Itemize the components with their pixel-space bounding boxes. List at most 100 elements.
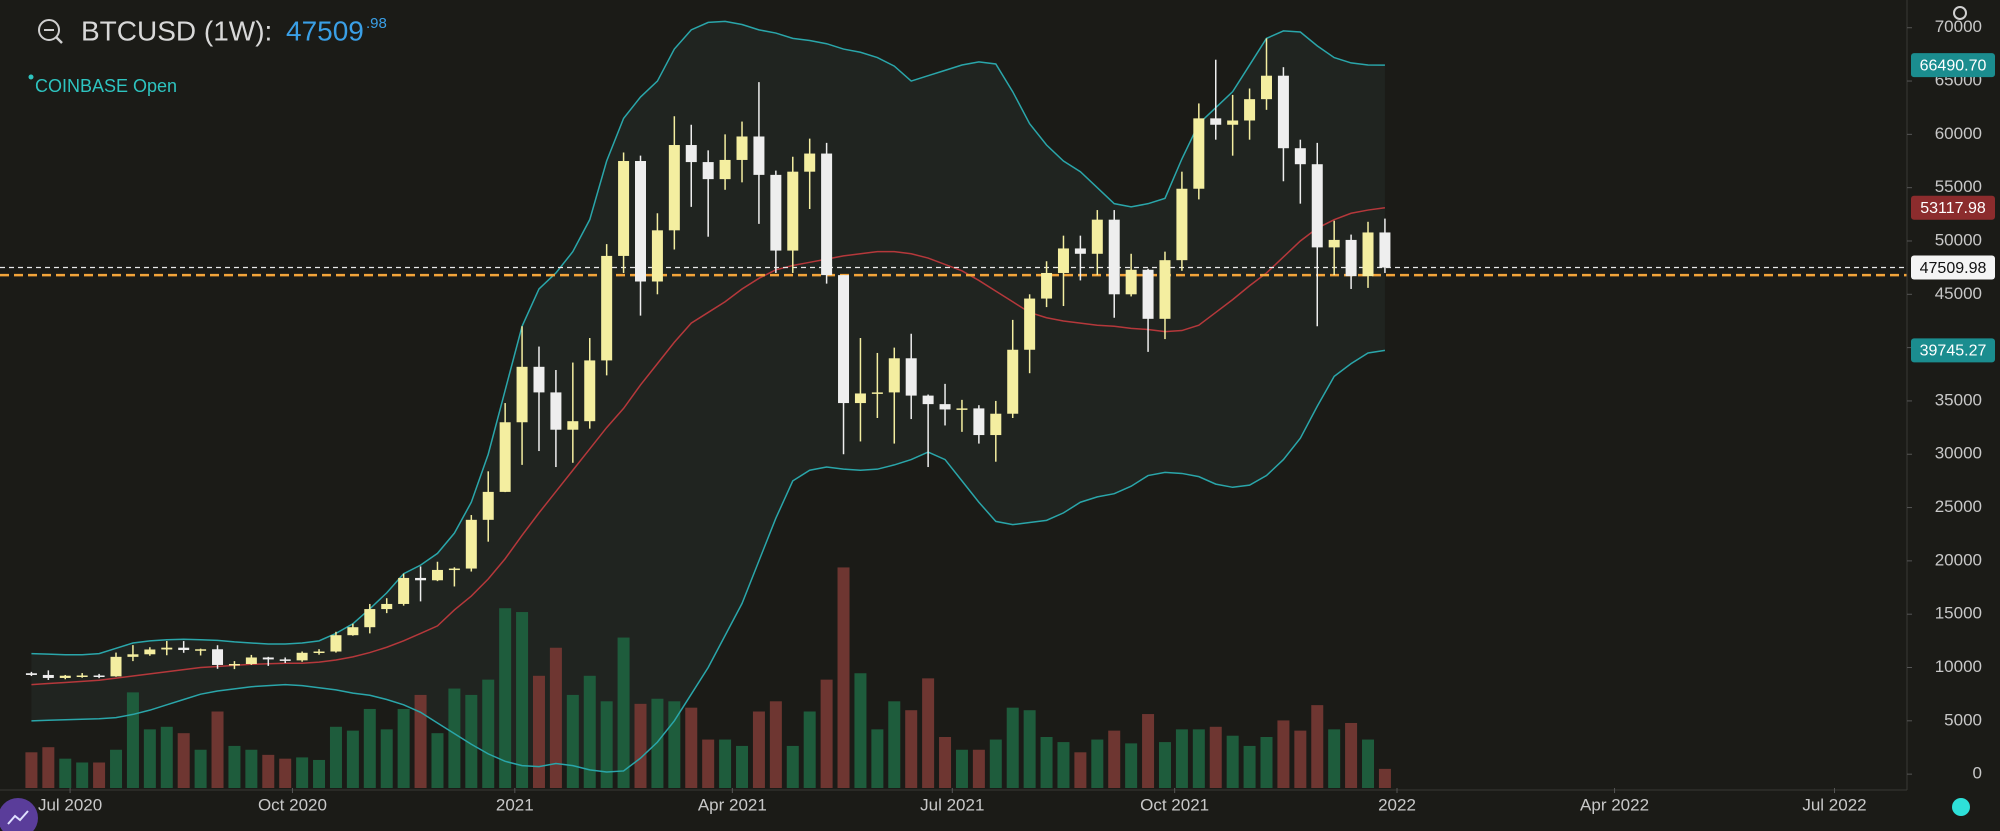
candle-body [499, 422, 511, 492]
lower-band-tag: 39745.27 [1920, 343, 1987, 360]
volume-bar [1125, 743, 1138, 788]
volume-bar [76, 762, 89, 788]
y-tick-label: 70000 [1935, 17, 1982, 36]
volume-bar [346, 730, 359, 788]
volume-bar [1294, 730, 1307, 788]
volume-bar [448, 688, 461, 788]
last-price-tag: 47509.98 [1920, 260, 1987, 277]
volume-bar [1108, 730, 1121, 788]
candle-body [753, 136, 765, 175]
volume-bar [1311, 705, 1324, 788]
volume-bar [1040, 737, 1053, 788]
candle-body [1345, 239, 1357, 277]
candle-body [990, 413, 1002, 436]
y-tick-label: 35000 [1935, 390, 1982, 409]
candle-body [262, 657, 274, 660]
volume-bar [955, 749, 968, 788]
live-indicator[interactable] [1952, 798, 1970, 816]
candle-body [1311, 164, 1323, 248]
candle-body [1227, 120, 1239, 125]
volume-bar [414, 694, 427, 788]
volume-bar [1260, 737, 1273, 788]
volume-bar [1209, 726, 1222, 788]
middle-band-tag: 53117.98 [1920, 200, 1986, 217]
volume-bar [1345, 722, 1358, 788]
volume-bar [752, 711, 765, 788]
volume-bar [549, 647, 562, 788]
candle-body [1125, 269, 1137, 295]
candle-body [1176, 188, 1188, 261]
candle-body [635, 161, 647, 282]
zoom-icon-handle[interactable] [55, 36, 63, 44]
y-tick-label: 25000 [1935, 497, 1982, 516]
volume-bar [1158, 742, 1171, 788]
x-tick-label: Jul 2021 [920, 795, 984, 814]
candle-body [1024, 298, 1036, 350]
volume-bar [1277, 720, 1290, 788]
volume-bar [1142, 714, 1155, 788]
y-tick-label: 15000 [1935, 604, 1982, 623]
candle-body [228, 663, 240, 666]
candle-body [905, 358, 917, 396]
candle-body [448, 568, 460, 571]
candle-body [1210, 118, 1222, 125]
candle-body [770, 174, 782, 251]
volume-bar [1328, 729, 1341, 788]
volume-bar [719, 739, 732, 788]
volume-bar [566, 694, 579, 788]
band-middle-line [31, 206, 1386, 686]
volume-bar [160, 726, 173, 788]
upper-band-tag: 66490.70 [1920, 57, 1987, 74]
candle-body [431, 569, 443, 581]
settings-icon-ring[interactable] [1953, 6, 1967, 20]
x-tick-label: Oct 2020 [258, 795, 327, 814]
volume-bar [110, 749, 123, 788]
settings-icon[interactable] [1953, 6, 1967, 20]
zoom-icon[interactable] [38, 19, 63, 44]
candle-body [973, 408, 985, 436]
candle-body [550, 392, 562, 430]
volume-bar [296, 757, 309, 788]
x-tick-label: Apr 2022 [1580, 795, 1649, 814]
volume-bar [583, 675, 596, 788]
volume-bar [1023, 710, 1036, 788]
candle-body [1074, 248, 1086, 254]
candle-body [601, 255, 613, 361]
candle-body [212, 649, 224, 665]
candle-body [787, 171, 799, 251]
volume-bar [59, 758, 72, 788]
volume-bar [1091, 739, 1104, 788]
candle-body [618, 161, 630, 256]
candle-body [702, 162, 714, 180]
candle-body [42, 674, 54, 678]
candle-body [59, 675, 71, 678]
volume-bar [431, 733, 444, 788]
candle-body [144, 649, 156, 655]
candle-body [1142, 269, 1154, 319]
candle-body [939, 404, 951, 410]
zoom-icon-lens[interactable] [38, 19, 60, 41]
candle-body [651, 230, 663, 282]
volume-bar [617, 637, 630, 788]
band-upper-line [31, 20, 1385, 656]
candle-body [1159, 260, 1171, 319]
candle-body [76, 675, 88, 678]
volume-bar [1006, 707, 1019, 788]
y-tick-label: 5000 [1944, 710, 1982, 729]
symbol-title: BTCUSD (1W): [81, 15, 272, 46]
band-lower-line [31, 349, 1386, 773]
volume-bar [600, 701, 613, 788]
candle-body [245, 657, 257, 664]
volume-bar [93, 762, 106, 788]
candle-body [1041, 272, 1053, 299]
last-price-fraction: .98 [366, 15, 387, 32]
volume-bar [837, 567, 850, 788]
candle-body [1244, 99, 1256, 121]
volume-bar [1226, 735, 1239, 788]
exchange-status: COINBASE Open [35, 76, 177, 96]
indicator-button-icon[interactable] [7, 810, 29, 825]
candle-body [1007, 349, 1019, 414]
candle-body [567, 421, 579, 430]
